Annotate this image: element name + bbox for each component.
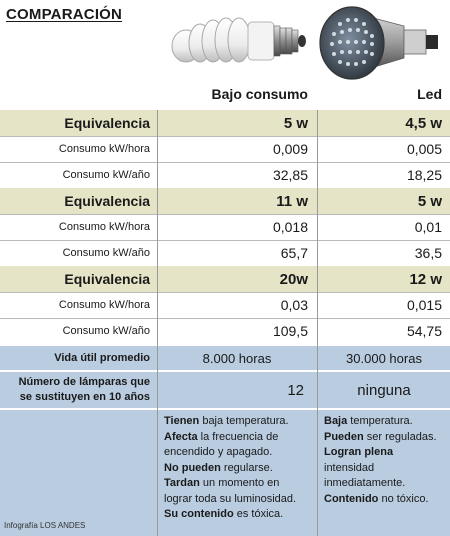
description-line: Logran plena intensidad inmediatamente.	[324, 446, 406, 489]
row-divider	[0, 292, 450, 293]
bajo-consumo-value: 0,03	[280, 297, 308, 313]
consumo-label: Consumo kW/año	[62, 325, 150, 337]
table-row: Consumo kW/año 65,7 36,5	[0, 240, 450, 266]
led-value: 0,015	[406, 297, 442, 313]
column-divider	[317, 110, 318, 536]
sustituyen-row: Número de lámparas que se sustituyen en …	[0, 372, 450, 408]
description-line: No pueden regularse.	[164, 461, 273, 474]
description-line: Su contenido es tóxica.	[164, 508, 284, 520]
infographic-title: COMPARACIÓN	[6, 6, 123, 23]
sustituyen-led: ninguna	[357, 381, 411, 399]
equivalencia-row-1: Equivalencia 5 w 4,5 w	[0, 110, 450, 136]
bajo-consumo-value: 0,018	[272, 219, 308, 235]
row-divider	[0, 318, 450, 319]
cfl-spiral-bulb-image	[171, 17, 306, 63]
bajo-consumo-value: 0,009	[272, 141, 308, 157]
consumo-label: Consumo kW/año	[62, 169, 150, 181]
equivalencia-label: Equivalencia	[64, 115, 150, 131]
consumo-label: Consumo kW/hora	[58, 221, 150, 233]
table-row: Consumo kW/año 109,5 54,75	[0, 318, 450, 344]
equivalencia-label: Equivalencia	[64, 271, 150, 287]
sustituyen-bajo-consumo: 12	[287, 381, 304, 399]
description-row: Infografía LOS ANDES Tienen baja tempera…	[0, 410, 450, 536]
description-line: Baja temperatura.	[324, 415, 413, 427]
description-line: Pueden ser reguladas.	[324, 430, 437, 443]
sustituyen-label: Número de lámparas que se sustituyen en …	[0, 372, 156, 408]
sustituyen-label-line-1: Número de lámparas que	[18, 376, 150, 388]
led-value: 0,005	[406, 141, 442, 157]
description-line: Afecta la frecuencia de encendido y apag…	[164, 430, 279, 459]
vida-util-led: 30.000 horas	[346, 350, 422, 366]
consumo-label: Consumo kW/año	[62, 247, 150, 259]
description-line: Tardan un momento en lograr toda su lumi…	[164, 477, 297, 505]
row-divider	[0, 214, 450, 215]
led-watts: 4,5 w	[405, 114, 442, 132]
bajo-consumo-watts: 5 w	[283, 114, 308, 132]
led-watts: 12 w	[409, 270, 442, 288]
column-divider	[157, 110, 158, 536]
table-row: Consumo kW/hora 0,018 0,01	[0, 214, 450, 240]
bajo-consumo-value: 32,85	[272, 167, 308, 183]
vida-util-row: Vida útil promedio 8.000 horas 30.000 ho…	[0, 346, 450, 370]
led-bulb-image	[319, 6, 438, 80]
bajo-consumo-description: Tienen baja temperatura. Afecta la frecu…	[158, 410, 316, 536]
consumo-label: Consumo kW/hora	[58, 299, 150, 311]
vida-util-label: Vida útil promedio	[54, 352, 150, 364]
led-value: 0,01	[414, 219, 442, 235]
bajo-consumo-value: 65,7	[280, 245, 308, 261]
table-row: Consumo kW/año 32,85 18,25	[0, 162, 450, 188]
equivalencia-row-3: Equivalencia 20w 12 w	[0, 266, 450, 292]
row-divider	[0, 162, 450, 163]
table-row: Consumo kW/hora 0,03 0,015	[0, 292, 450, 318]
credit-text: Infografía LOS ANDES	[4, 521, 86, 530]
bajo-consumo-value: 109,5	[272, 323, 308, 339]
column-header-led: Led	[417, 86, 442, 102]
led-value: 54,75	[406, 323, 442, 339]
column-header-bajo-consumo: Bajo consumo	[211, 86, 308, 102]
equivalencia-label: Equivalencia	[64, 193, 150, 209]
bajo-consumo-watts: 20w	[279, 270, 308, 288]
consumo-label: Consumo kW/hora	[58, 143, 150, 155]
led-value: 18,25	[406, 167, 442, 183]
equivalencia-row-2: Equivalencia 11 w 5 w	[0, 188, 450, 214]
bajo-consumo-watts: 11 w	[276, 192, 308, 210]
description-line: Contenido no tóxico.	[324, 492, 429, 505]
sustituyen-label-line-2: se sustituyen en 10 años	[19, 391, 150, 403]
led-description: Baja temperatura. Pueden ser reguladas. …	[318, 410, 450, 536]
led-watts: 5 w	[417, 192, 442, 210]
table-row: Consumo kW/hora 0,009 0,005	[0, 136, 450, 162]
description-line: Tienen baja temperatura.	[164, 415, 289, 427]
row-divider	[0, 136, 450, 137]
led-value: 36,5	[414, 245, 442, 261]
vida-util-bajo-consumo: 8.000 horas	[202, 350, 272, 366]
row-divider	[0, 240, 450, 241]
